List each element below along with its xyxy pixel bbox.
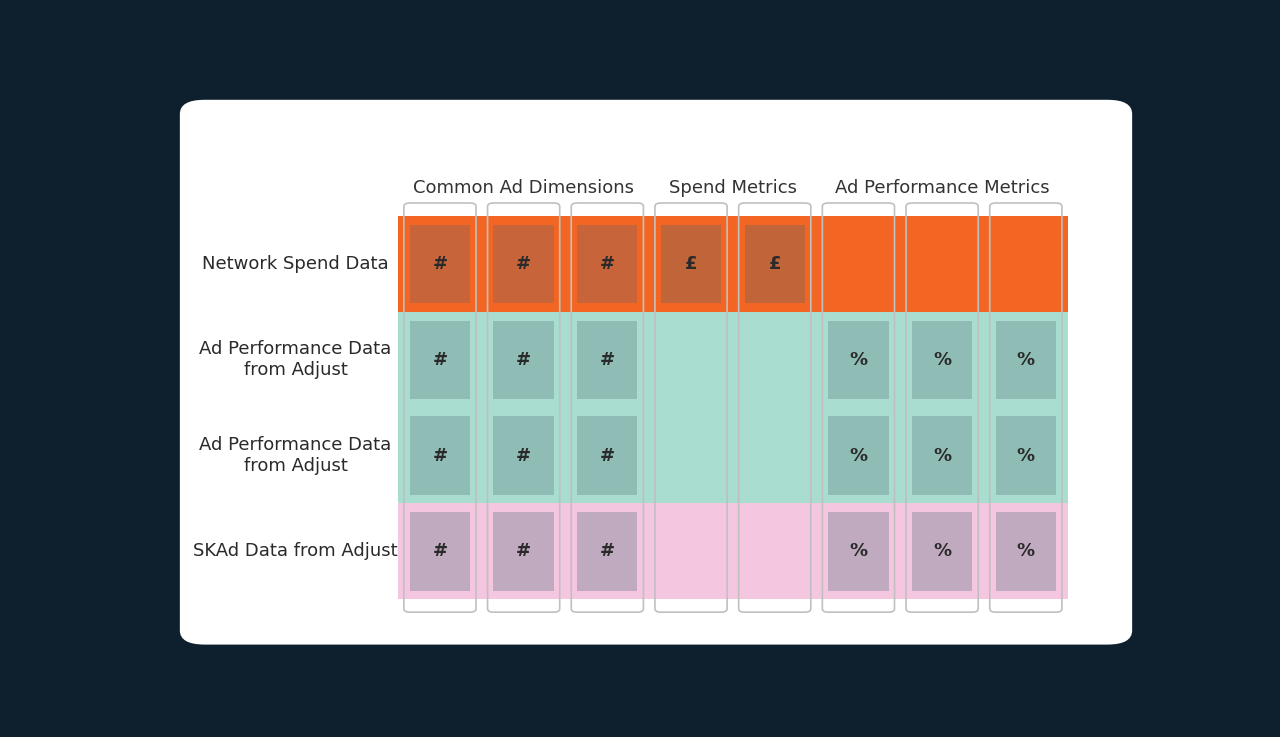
- Text: %: %: [850, 542, 868, 560]
- FancyBboxPatch shape: [655, 203, 727, 612]
- Bar: [577, 416, 637, 495]
- Bar: [410, 225, 470, 303]
- Text: #: #: [600, 255, 614, 273]
- Bar: [828, 321, 888, 399]
- Text: Ad Performance Data
from Adjust: Ad Performance Data from Adjust: [200, 340, 392, 379]
- Bar: [494, 416, 554, 495]
- Text: %: %: [850, 351, 868, 368]
- Bar: [398, 312, 1068, 408]
- Bar: [494, 225, 554, 303]
- Bar: [996, 321, 1056, 399]
- Bar: [660, 225, 721, 303]
- Bar: [911, 416, 973, 495]
- Text: £: £: [768, 255, 781, 273]
- Bar: [398, 408, 1068, 503]
- Text: Common Ad Dimensions: Common Ad Dimensions: [413, 179, 634, 197]
- FancyBboxPatch shape: [822, 203, 895, 612]
- Bar: [398, 503, 1068, 599]
- Text: Ad Performance Data
from Adjust: Ad Performance Data from Adjust: [200, 436, 392, 475]
- Text: #: #: [516, 542, 531, 560]
- Bar: [577, 321, 637, 399]
- Bar: [410, 321, 470, 399]
- Text: #: #: [433, 542, 448, 560]
- Bar: [828, 512, 888, 590]
- Text: %: %: [933, 447, 951, 464]
- Text: %: %: [933, 351, 951, 368]
- Bar: [398, 216, 1068, 312]
- Text: %: %: [1016, 542, 1036, 560]
- Text: Network Spend Data: Network Spend Data: [202, 255, 389, 273]
- Text: Ad Performance Metrics: Ad Performance Metrics: [835, 179, 1050, 197]
- FancyBboxPatch shape: [906, 203, 978, 612]
- Text: #: #: [600, 542, 614, 560]
- Bar: [996, 416, 1056, 495]
- Text: %: %: [1016, 351, 1036, 368]
- FancyBboxPatch shape: [488, 203, 559, 612]
- Bar: [828, 416, 888, 495]
- Bar: [911, 512, 973, 590]
- Text: #: #: [516, 255, 531, 273]
- Text: #: #: [516, 351, 531, 368]
- Bar: [577, 512, 637, 590]
- Text: #: #: [516, 447, 531, 464]
- Text: #: #: [433, 255, 448, 273]
- Bar: [410, 512, 470, 590]
- Bar: [996, 512, 1056, 590]
- Bar: [911, 321, 973, 399]
- FancyBboxPatch shape: [739, 203, 810, 612]
- Text: %: %: [850, 447, 868, 464]
- Text: Spend Metrics: Spend Metrics: [669, 179, 797, 197]
- Text: #: #: [433, 351, 448, 368]
- FancyBboxPatch shape: [989, 203, 1062, 612]
- Text: %: %: [1016, 447, 1036, 464]
- Bar: [494, 321, 554, 399]
- Text: #: #: [600, 351, 614, 368]
- FancyBboxPatch shape: [571, 203, 644, 612]
- Bar: [745, 225, 805, 303]
- Bar: [410, 416, 470, 495]
- Bar: [494, 512, 554, 590]
- Text: #: #: [433, 447, 448, 464]
- Text: £: £: [685, 255, 698, 273]
- Text: %: %: [933, 542, 951, 560]
- Text: SKAd Data from Adjust: SKAd Data from Adjust: [193, 542, 398, 560]
- FancyBboxPatch shape: [179, 99, 1133, 645]
- Bar: [577, 225, 637, 303]
- Text: #: #: [600, 447, 614, 464]
- FancyBboxPatch shape: [404, 203, 476, 612]
